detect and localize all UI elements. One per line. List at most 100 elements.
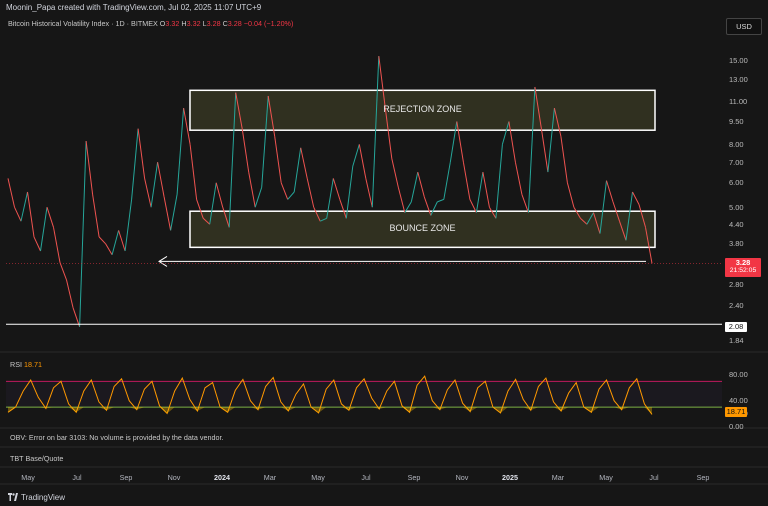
price-segment bbox=[72, 307, 81, 327]
price-segment bbox=[53, 227, 61, 263]
price-segment bbox=[391, 158, 399, 188]
price-segment bbox=[365, 178, 373, 208]
tbt-pane-label: TBT Base/Quote bbox=[10, 454, 64, 463]
price-segment bbox=[527, 86, 536, 213]
price-overlays bbox=[6, 255, 722, 325]
close-value: 3.28 bbox=[227, 19, 242, 28]
symbol-legend: Bitcoin Historical Volatility Index · 1D… bbox=[8, 19, 293, 28]
price-segment bbox=[332, 178, 341, 200]
price-segment bbox=[7, 178, 15, 208]
rsi-tick-label: 40.00 bbox=[729, 396, 748, 406]
time-tick-label: Sep bbox=[696, 473, 710, 482]
price-segment bbox=[46, 207, 54, 228]
time-tick-label: May bbox=[21, 473, 35, 482]
price-segment bbox=[593, 212, 601, 234]
tradingview-icon bbox=[8, 493, 18, 501]
price-segment bbox=[599, 180, 607, 234]
price-segment bbox=[40, 207, 48, 252]
change-value: −0.04 (−1.20%) bbox=[243, 19, 294, 28]
price-segment bbox=[371, 56, 380, 208]
price-segment bbox=[632, 191, 640, 205]
price-tick-label: 2.40 bbox=[729, 300, 744, 310]
time-tick-label: Jul bbox=[361, 473, 371, 482]
price-segment bbox=[462, 162, 471, 200]
price-segment bbox=[209, 182, 217, 225]
currency-button[interactable]: USD bbox=[726, 18, 762, 35]
price-segment bbox=[287, 191, 295, 200]
time-tick-label: Sep bbox=[407, 473, 421, 482]
zone-label: BOUNCE ZONE bbox=[389, 223, 456, 234]
price-segment bbox=[358, 144, 367, 179]
price-segment bbox=[20, 191, 28, 222]
price-segment bbox=[222, 207, 230, 228]
price-segment bbox=[183, 108, 191, 145]
price-segment bbox=[248, 172, 256, 208]
price-segment bbox=[456, 121, 464, 163]
price-segment bbox=[508, 121, 516, 163]
low-label: L bbox=[202, 19, 207, 28]
zone-box bbox=[189, 210, 656, 249]
chart-attribution: Moonin_Papa created with TradingView.com… bbox=[6, 3, 262, 12]
price-tick-label: 4.40 bbox=[729, 219, 744, 229]
rsi-oversold-fill bbox=[8, 407, 652, 415]
price-segment bbox=[586, 212, 594, 225]
low-value: 3.28 bbox=[206, 19, 221, 28]
price-segment bbox=[606, 180, 614, 203]
price-segment bbox=[241, 128, 250, 173]
pointer-arrow-head bbox=[158, 255, 168, 267]
price-segment bbox=[488, 206, 497, 219]
price-segment bbox=[254, 187, 263, 208]
bar-countdown: 21:52:05 bbox=[729, 267, 757, 274]
rsi-legend-value: 18.71 bbox=[23, 360, 42, 369]
rsi-line bbox=[7, 375, 653, 415]
price-segment bbox=[645, 227, 653, 264]
tradingview-brand: TradingView bbox=[21, 493, 66, 502]
price-segment bbox=[423, 196, 432, 216]
price-segment bbox=[144, 178, 152, 208]
price-segment bbox=[196, 199, 204, 219]
high-value: 3.32 bbox=[186, 19, 201, 28]
price-segment bbox=[566, 182, 575, 208]
price-segment bbox=[306, 178, 315, 208]
open-label: O bbox=[159, 19, 166, 28]
price-segment bbox=[176, 108, 185, 195]
time-tick-label: 2025 bbox=[502, 473, 518, 482]
price-tick-label: 7.00 bbox=[729, 157, 744, 167]
price-segment bbox=[300, 147, 308, 179]
price-segment bbox=[157, 162, 165, 197]
last-price-badge: 3.28 21:52:05 bbox=[725, 258, 761, 277]
price-segment bbox=[105, 243, 113, 256]
price-tick-label: 9.50 bbox=[729, 117, 744, 126]
price-segment bbox=[619, 221, 627, 241]
price-tick-label: 8.00 bbox=[729, 139, 744, 149]
rsi-tick-label: 80.00 bbox=[729, 370, 748, 380]
price-segment bbox=[261, 95, 269, 188]
price-segment bbox=[345, 166, 354, 219]
price-segment bbox=[215, 182, 224, 208]
price-segment bbox=[150, 162, 159, 208]
price-segment bbox=[580, 217, 588, 225]
price-segment bbox=[501, 121, 510, 145]
time-tick-label: May bbox=[311, 473, 325, 482]
price-segment bbox=[378, 56, 386, 109]
price-segment bbox=[293, 147, 302, 193]
price-segment bbox=[482, 172, 490, 208]
time-tick-label: 2024 bbox=[214, 473, 230, 482]
symbol-title: Bitcoin Historical Volatility Index · 1D… bbox=[8, 19, 158, 28]
price-segment bbox=[118, 230, 126, 252]
price-segment bbox=[79, 141, 87, 327]
price-segment bbox=[274, 136, 282, 183]
time-tick-label: May bbox=[599, 473, 613, 482]
price-segment bbox=[124, 199, 133, 252]
price-segment bbox=[547, 108, 555, 173]
price-tick-label: 15.00 bbox=[729, 56, 748, 65]
price-segment bbox=[92, 194, 100, 237]
price-tick-label: 3.80 bbox=[729, 239, 744, 249]
price-segment bbox=[469, 199, 477, 213]
price-segment bbox=[85, 141, 94, 195]
price-segment bbox=[560, 136, 568, 183]
price-segment bbox=[514, 162, 523, 195]
price-segment bbox=[98, 236, 106, 245]
time-tick-label: Jul bbox=[649, 473, 659, 482]
